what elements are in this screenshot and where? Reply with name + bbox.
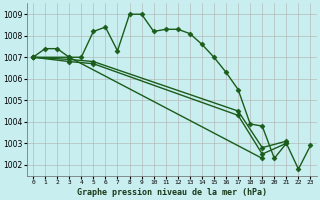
X-axis label: Graphe pression niveau de la mer (hPa): Graphe pression niveau de la mer (hPa) [77,188,267,197]
